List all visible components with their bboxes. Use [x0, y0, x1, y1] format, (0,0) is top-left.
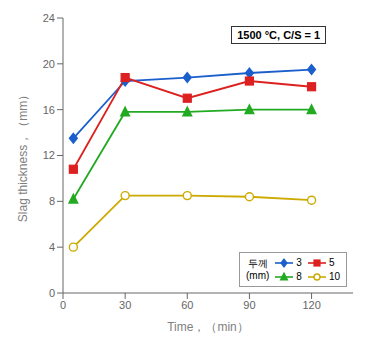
html-text:두께 (mm): 두께 (mm): [246, 257, 270, 281]
svg-text:0: 0: [60, 299, 66, 311]
svg-text:30: 30: [119, 299, 131, 311]
svg-text:20: 20: [43, 58, 55, 70]
svg-text:120: 120: [302, 299, 320, 311]
html-text:1500 °C, C/S = 1: 1500 °C, C/S = 1: [237, 29, 321, 42]
html-text:3: 3: [296, 257, 302, 268]
svg-text:Slag thickness，（mm）: Slag thickness，（mm）: [16, 89, 30, 222]
svg-text:4: 4: [49, 241, 55, 253]
html-text:5: 5: [328, 257, 335, 268]
svg-text:Time，（min）: Time，（min）: [167, 320, 249, 334]
svg-text:90: 90: [243, 299, 255, 311]
html-text:8: 8: [296, 271, 302, 282]
svg-text:0: 0: [49, 287, 55, 299]
svg-text:24: 24: [43, 12, 55, 24]
svg-text:60: 60: [181, 299, 193, 311]
svg-text:8: 8: [49, 195, 55, 207]
svg-text:16: 16: [43, 104, 55, 116]
svg-text:12: 12: [43, 149, 55, 161]
html-text:10: 10: [328, 271, 340, 282]
